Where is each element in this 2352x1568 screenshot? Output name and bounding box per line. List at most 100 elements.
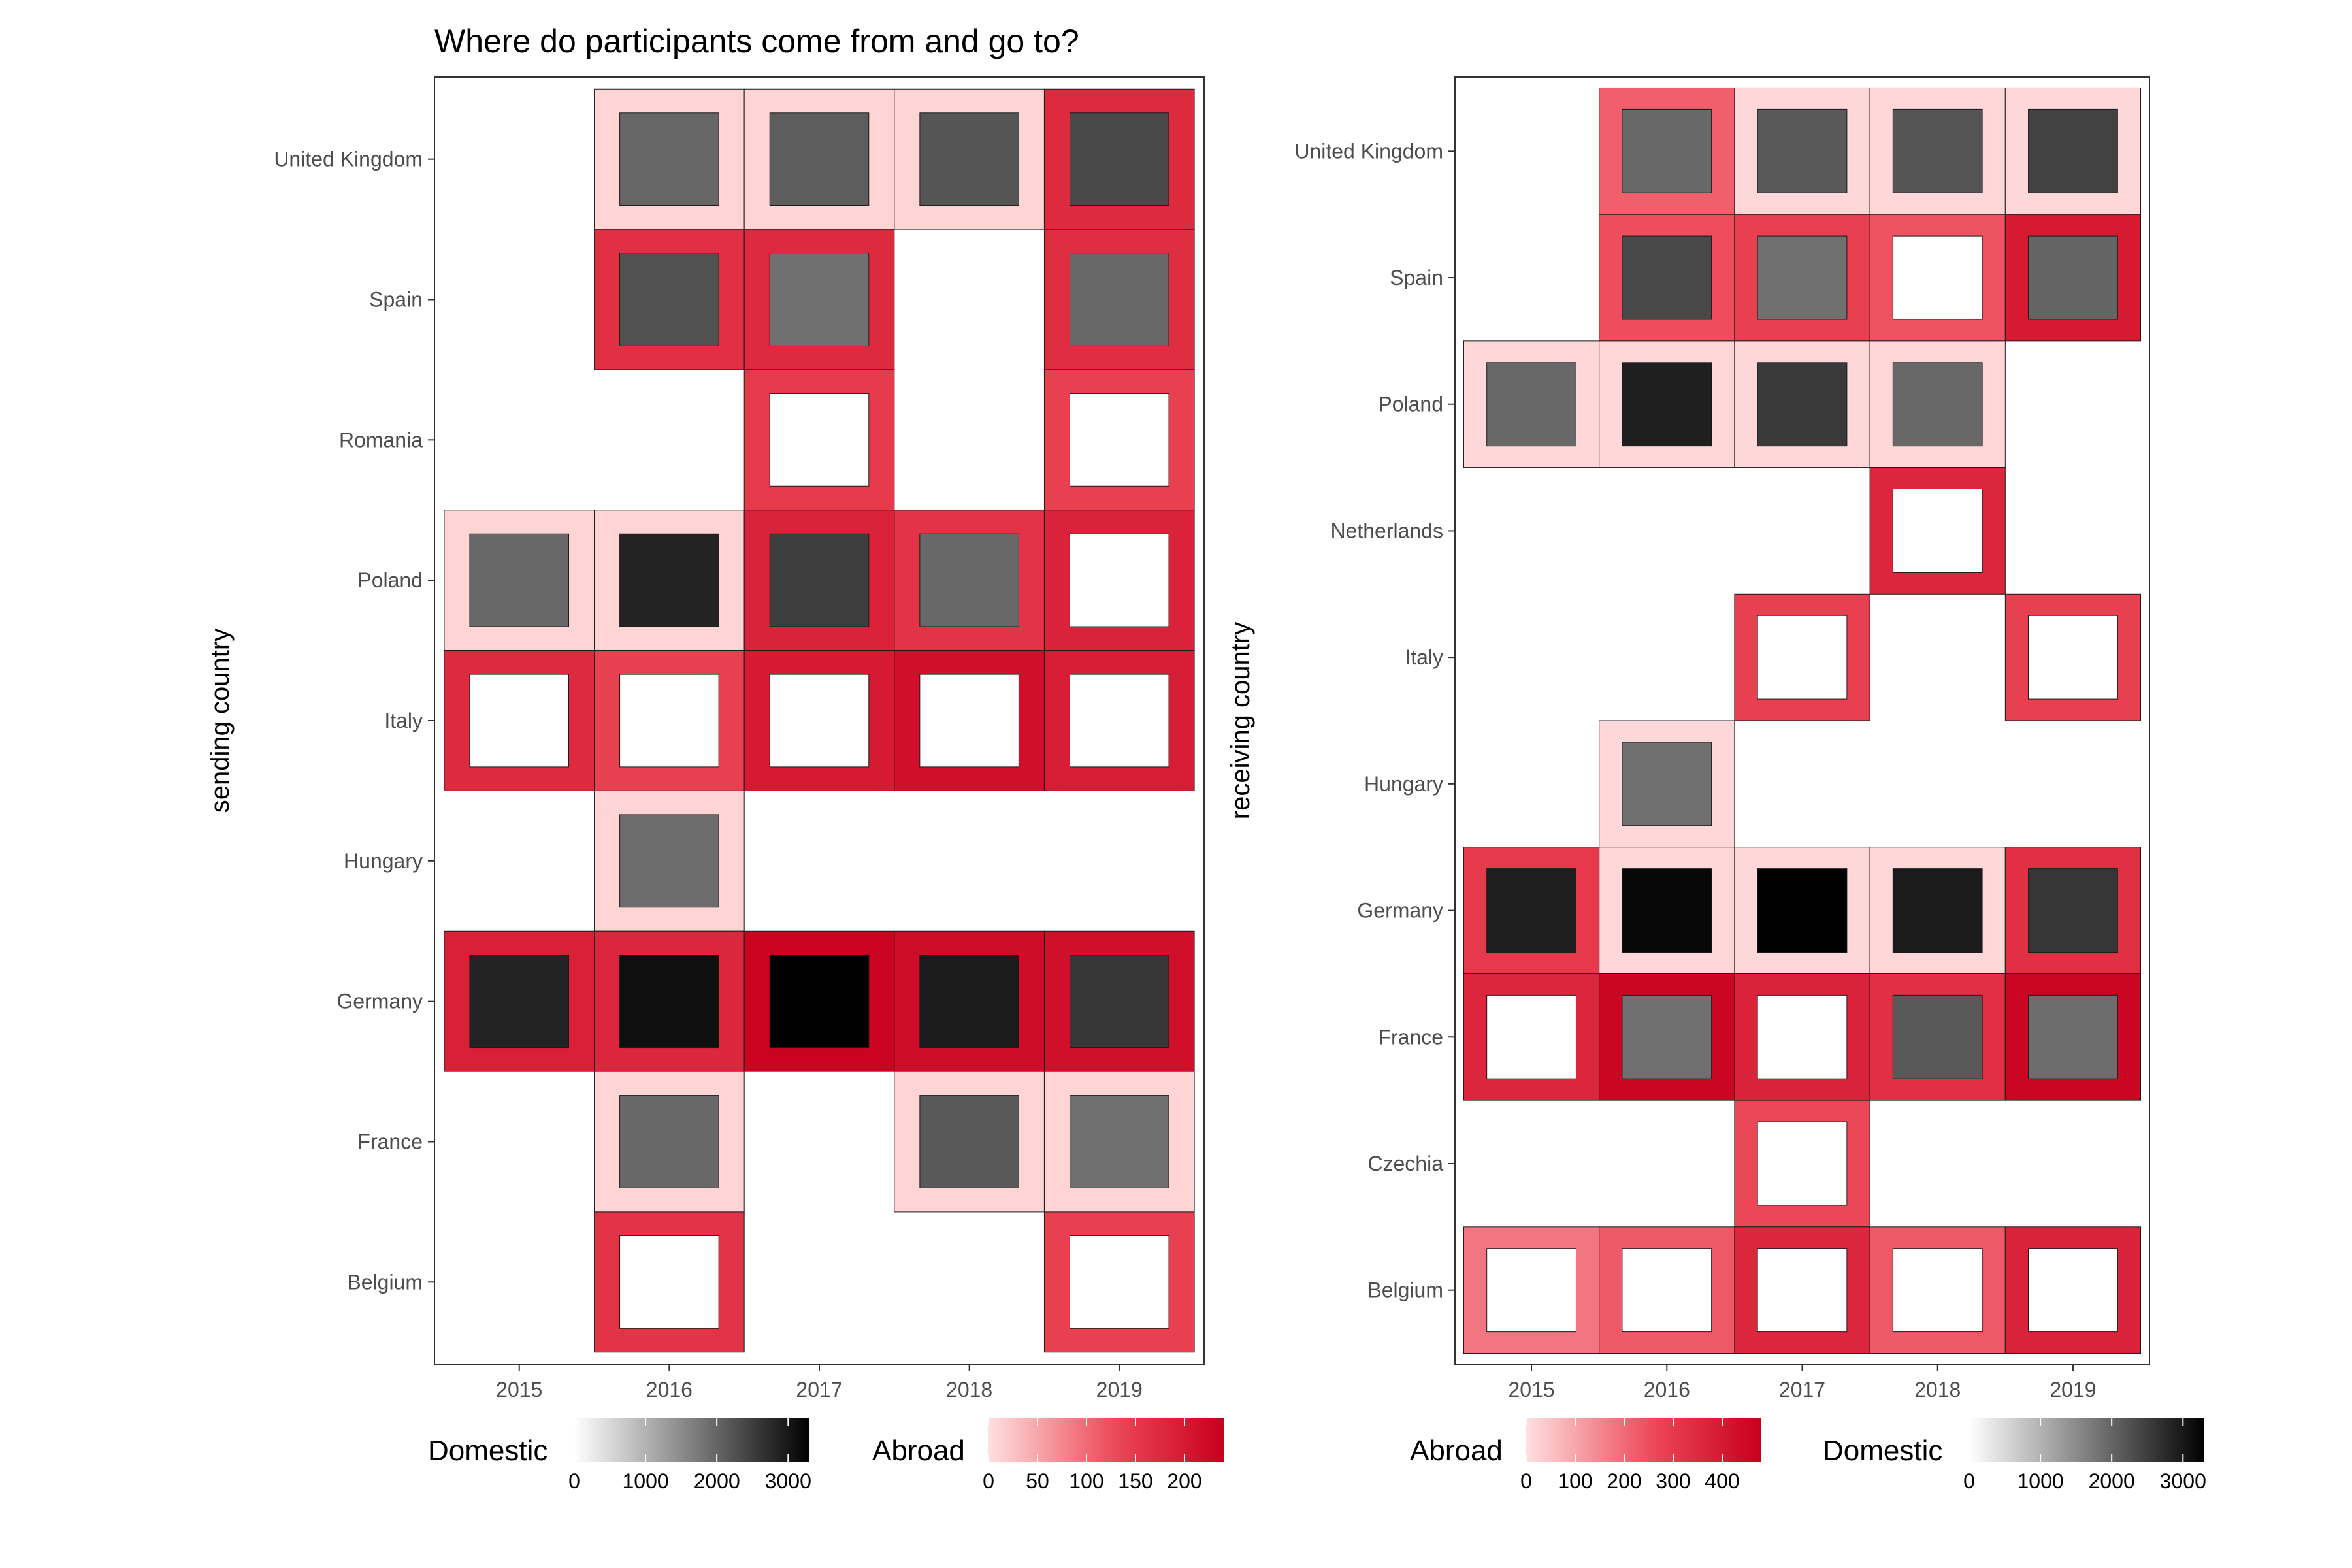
tile-poland-2019 bbox=[1043, 510, 1195, 651]
tile-italy-2017 bbox=[743, 650, 895, 791]
tile-hungary-2016 bbox=[594, 790, 745, 932]
legend-tick-label: 0 bbox=[1963, 1469, 1975, 1493]
y-tick-label: Netherlands bbox=[1330, 519, 1443, 542]
domestic-inner-tile bbox=[1892, 362, 1983, 447]
tile-france-2017 bbox=[1734, 973, 1870, 1101]
domestic-inner-tile bbox=[619, 1095, 719, 1188]
y-tick-label: Spain bbox=[369, 288, 423, 312]
tile-czechia-2017 bbox=[1734, 1100, 1870, 1228]
tile-united-kingdom-2016 bbox=[1599, 87, 1735, 215]
domestic-inner-tile bbox=[769, 674, 870, 768]
tile-poland-2017 bbox=[1734, 340, 1870, 468]
tile-poland-2015 bbox=[1463, 340, 1600, 468]
tile-poland-2017 bbox=[743, 510, 895, 651]
legend-colorbar bbox=[1526, 1418, 1761, 1462]
tile-spain-2018 bbox=[1869, 214, 2006, 342]
tile-poland-2016 bbox=[1599, 340, 1735, 468]
tile-united-kingdom-2016 bbox=[594, 88, 745, 230]
tile-france-2018 bbox=[1869, 973, 2006, 1101]
tile-poland-2018 bbox=[1869, 340, 2006, 468]
x-tick-label: 2018 bbox=[1914, 1378, 1961, 1401]
tile-france-2015 bbox=[1463, 973, 1600, 1101]
domestic-inner-tile bbox=[1622, 868, 1712, 953]
domestic-inner-tile bbox=[619, 533, 719, 627]
tile-united-kingdom-2018 bbox=[1869, 87, 2006, 215]
tile-belgium-2017 bbox=[1734, 1226, 1870, 1354]
domestic-inner-tile bbox=[469, 955, 570, 1049]
domestic-inner-tile bbox=[1069, 112, 1169, 206]
y-tick-label: Hungary bbox=[344, 849, 423, 873]
tile-germany-2016 bbox=[594, 930, 745, 1072]
chart-title: Where do participants come from and go t… bbox=[434, 23, 1079, 59]
tile-united-kingdom-2019 bbox=[2004, 87, 2142, 215]
domestic-inner-tile bbox=[619, 253, 719, 346]
y-tick-label: Germany bbox=[336, 990, 423, 1013]
x-tick-label: 2017 bbox=[796, 1378, 842, 1401]
domestic-inner-tile bbox=[1757, 868, 1848, 953]
y-tick-label: Belgium bbox=[1367, 1279, 1443, 1302]
domestic-inner-tile bbox=[769, 393, 870, 487]
legend-tick-label: 3000 bbox=[765, 1469, 811, 1493]
tile-spain-2016 bbox=[1599, 214, 1735, 342]
legend-tick-label: 100 bbox=[1558, 1469, 1592, 1493]
domestic-inner-tile bbox=[2028, 1248, 2118, 1333]
y-tick-label: United Kingdom bbox=[274, 148, 423, 171]
tile-united-kingdom-2017 bbox=[743, 88, 895, 230]
domestic-inner-tile bbox=[1622, 1248, 1712, 1333]
legend-tick-label: 3000 bbox=[2160, 1469, 2206, 1493]
domestic-inner-tile bbox=[2028, 868, 2118, 953]
domestic-inner-tile bbox=[1892, 489, 1983, 573]
x-tick-label: 2019 bbox=[1096, 1378, 1143, 1401]
y-tick-label: Poland bbox=[1378, 393, 1443, 416]
domestic-inner-tile bbox=[2028, 235, 2118, 320]
domestic-inner-tile bbox=[2028, 994, 2118, 1079]
domestic-inner-tile bbox=[2028, 108, 2118, 193]
domestic-inner-tile bbox=[1622, 108, 1712, 193]
tile-poland-2016 bbox=[594, 510, 745, 651]
tile-belgium-2018 bbox=[1869, 1226, 2006, 1354]
tile-germany-2017 bbox=[743, 930, 895, 1072]
y-tick-label: United Kingdom bbox=[1294, 139, 1443, 163]
domestic-inner-tile bbox=[769, 112, 870, 206]
domestic-inner-tile bbox=[1757, 235, 1848, 320]
legend-tick-label: 0 bbox=[1520, 1469, 1532, 1493]
legend-tick-label: 100 bbox=[1069, 1469, 1103, 1493]
tile-spain-2017 bbox=[1734, 214, 1870, 342]
legend-domestic: Domestic 0 1000 2000 3000 bbox=[428, 1418, 811, 1493]
legend-domestic: Domestic 0 1000 2000 3000 bbox=[1823, 1418, 2206, 1493]
tile-poland-2018 bbox=[894, 510, 1045, 651]
tile-italy-2018 bbox=[894, 650, 1045, 791]
tile-france-2016 bbox=[1599, 973, 1735, 1101]
tile-united-kingdom-2017 bbox=[1734, 87, 1870, 215]
tile-france-2019 bbox=[1043, 1071, 1195, 1213]
tile-belgium-2016 bbox=[594, 1211, 745, 1353]
tile-spain-2017 bbox=[743, 229, 895, 370]
abroad-tile bbox=[594, 510, 745, 651]
legend-title: Domestic bbox=[1823, 1435, 1942, 1467]
domestic-inner-tile bbox=[1892, 994, 1983, 1079]
domestic-inner-tile bbox=[469, 674, 570, 768]
domestic-inner-tile bbox=[769, 253, 870, 346]
y-tick-label: Belgium bbox=[347, 1270, 423, 1294]
tile-belgium-2015 bbox=[1463, 1226, 1600, 1354]
y-tick-label: France bbox=[1378, 1025, 1443, 1049]
domestic-inner-tile bbox=[1757, 1248, 1848, 1333]
legend-title: Abroad bbox=[872, 1435, 965, 1467]
tile-spain-2016 bbox=[594, 229, 745, 370]
tile-italy-2019 bbox=[2004, 593, 2142, 721]
tile-france-2016 bbox=[594, 1071, 745, 1213]
legend-tick-label: 0 bbox=[568, 1469, 580, 1493]
x-tick-label: 2015 bbox=[496, 1378, 542, 1401]
domestic-inner-tile bbox=[1892, 868, 1983, 953]
legend-tick-label: 50 bbox=[1026, 1469, 1049, 1493]
domestic-inner-tile bbox=[1622, 362, 1712, 447]
tile-united-kingdom-2018 bbox=[894, 88, 1045, 230]
y-tick-label: Hungary bbox=[1364, 772, 1443, 796]
tile-italy-2019 bbox=[1043, 650, 1195, 791]
domestic-inner-tile bbox=[1486, 868, 1576, 953]
x-tick-label: 2018 bbox=[946, 1378, 992, 1401]
domestic-inner-tile bbox=[769, 533, 870, 627]
domestic-inner-tile bbox=[1757, 615, 1848, 700]
tile-belgium-2019 bbox=[2004, 1226, 2142, 1354]
